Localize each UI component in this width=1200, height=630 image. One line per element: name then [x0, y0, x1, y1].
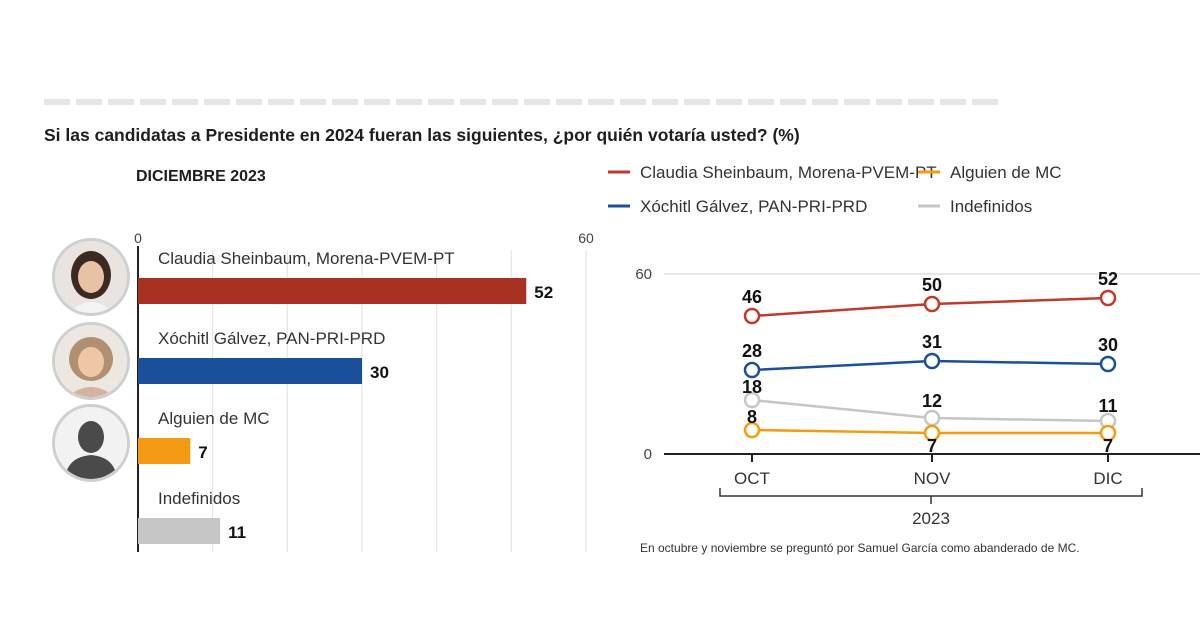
series-point-label: 46 — [742, 287, 762, 307]
series-point — [923, 352, 941, 370]
series-point — [1099, 355, 1117, 373]
series-point — [1099, 289, 1117, 307]
footnote: En octubre y noviembre se preguntó por S… — [640, 541, 1080, 555]
bar-value-label: 52 — [534, 283, 553, 302]
bar-category-label: Alguien de MC — [158, 409, 270, 428]
series-point-label: 28 — [742, 341, 762, 361]
series-point-label: 50 — [922, 275, 942, 295]
series-point-label: 8 — [747, 407, 757, 427]
series-point — [743, 421, 761, 439]
series-point — [923, 424, 941, 442]
bar-value-label: 30 — [370, 363, 389, 382]
series-point-label: 52 — [1098, 269, 1118, 289]
series-point-label: 31 — [922, 332, 942, 352]
legend-label: Alguien de MC — [950, 163, 1062, 182]
chart-question: Si las candidatas a Presidente en 2024 f… — [44, 125, 800, 145]
legend-label: Claudia Sheinbaum, Morena-PVEM-PT — [640, 163, 937, 182]
bar-chart: 0 60 Claudia Sheinbaum, Morena-PVEM-PT 52 X… — [134, 230, 594, 552]
series-point-label: 12 — [922, 391, 942, 411]
series-point — [743, 307, 761, 325]
line-x-tick-label: NOV — [914, 469, 952, 488]
bar-axis-tick-min: 0 — [134, 230, 142, 246]
silhouette-icon — [52, 404, 130, 482]
xochitl-portrait-icon — [52, 322, 130, 400]
line-y-tick-label: 60 — [635, 266, 652, 283]
bar-category-label: Claudia Sheinbaum, Morena-PVEM-PT — [158, 249, 455, 268]
series-point — [1099, 424, 1117, 442]
line-x-tick-label: DIC — [1093, 469, 1122, 488]
line-y-tick-label: 0 — [644, 446, 652, 463]
series-point — [743, 391, 761, 409]
bar — [138, 278, 527, 304]
year-bracket — [719, 488, 1143, 504]
series-point — [923, 295, 941, 313]
bar-category-label: Indefinidos — [158, 489, 240, 508]
series-point-label: 7 — [1103, 436, 1113, 456]
bar — [138, 438, 191, 464]
year-label: 2023 — [912, 509, 950, 528]
bar — [138, 358, 362, 384]
header-rule — [44, 99, 1004, 105]
bar-value-label: 11 — [228, 523, 246, 542]
line-x-tick-label: OCT — [734, 469, 770, 488]
legend-label: Xóchitl Gálvez, PAN-PRI-PRD — [640, 197, 867, 216]
bar-value-label: 7 — [198, 443, 207, 462]
bar-axis-tick-max: 60 — [578, 230, 594, 246]
bar — [138, 518, 221, 544]
legend-label: Indefinidos — [950, 197, 1032, 216]
bar-category-label: Xóchitl Gálvez, PAN-PRI-PRD — [158, 329, 385, 348]
series-point-label: 18 — [742, 377, 762, 397]
claudia-portrait-icon — [52, 238, 130, 316]
series-point-label: 11 — [1098, 396, 1117, 416]
series-point — [743, 361, 761, 379]
series-point-label: 30 — [1098, 335, 1118, 355]
series-point-label: 7 — [927, 436, 937, 456]
series-point — [923, 409, 941, 427]
line-chart: Claudia Sheinbaum, Morena-PVEM-PT Alguien… — [608, 163, 1200, 528]
bar-chart-subtitle: DICIEMBRE 2023 — [136, 168, 266, 185]
